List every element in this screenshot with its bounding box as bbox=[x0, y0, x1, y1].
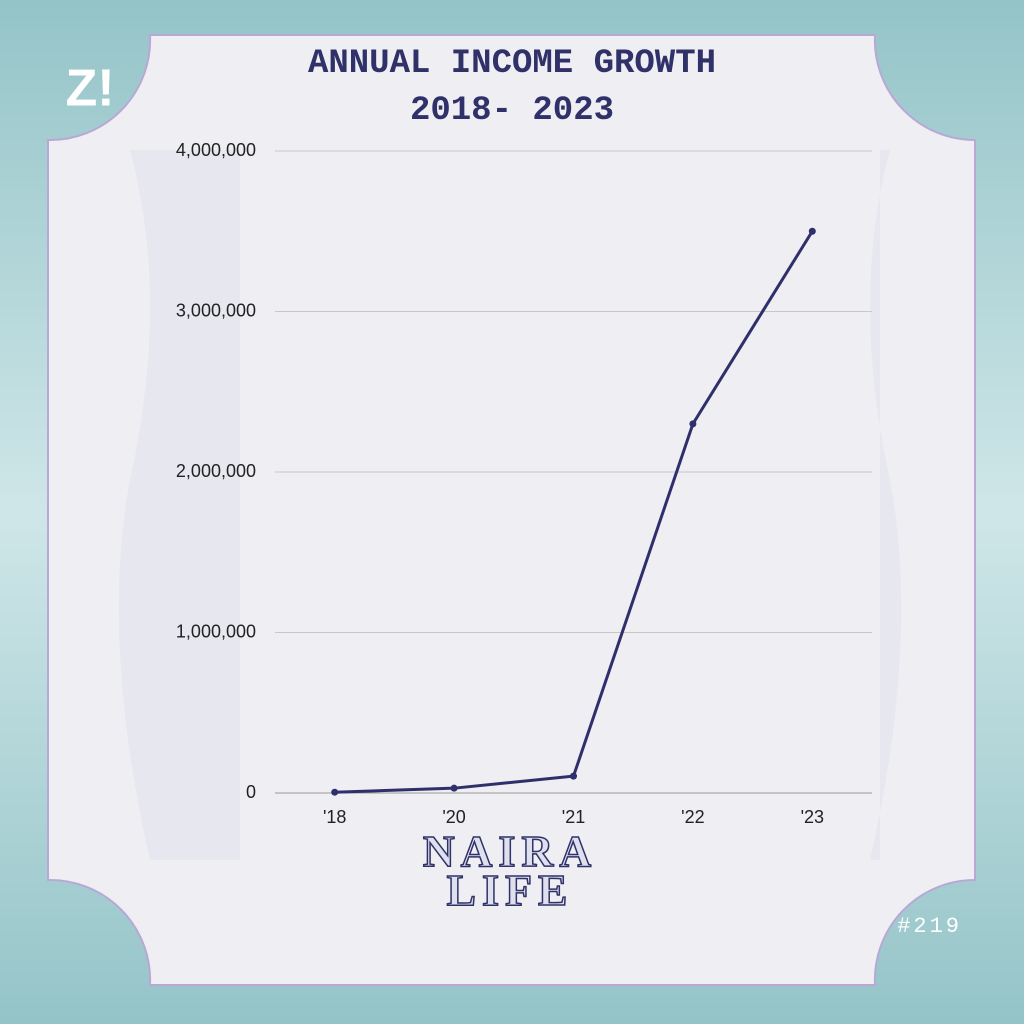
x-tick-label: '23 bbox=[801, 807, 824, 827]
decor bbox=[870, 150, 902, 860]
chart-subtitle: 2018- 2023 bbox=[410, 92, 614, 130]
y-tick-label: 3,000,000 bbox=[176, 300, 256, 320]
chart-title: ANNUAL INCOME GROWTH bbox=[308, 45, 716, 83]
point bbox=[808, 227, 816, 235]
y-tick-label: 4,000,000 bbox=[176, 140, 256, 160]
x-tick-label: '18 bbox=[323, 807, 346, 827]
x-tick-label: '22 bbox=[681, 807, 704, 827]
y-tick-label: 0 bbox=[246, 782, 256, 802]
point bbox=[689, 420, 697, 428]
brand: LIFE bbox=[447, 866, 574, 915]
paper bbox=[47, 34, 976, 986]
issue-number: #219 bbox=[897, 914, 962, 939]
decor bbox=[118, 150, 240, 860]
x-tick-label: '21 bbox=[562, 807, 585, 827]
x-tick-label: '20 bbox=[442, 807, 465, 827]
y-tick-label: 2,000,000 bbox=[176, 461, 256, 481]
logo: Z! bbox=[65, 60, 114, 118]
point bbox=[331, 788, 339, 796]
brand: NAIRA bbox=[423, 827, 597, 876]
y-tick-label: 1,000,000 bbox=[176, 621, 256, 641]
point bbox=[450, 784, 458, 792]
point bbox=[570, 772, 577, 780]
